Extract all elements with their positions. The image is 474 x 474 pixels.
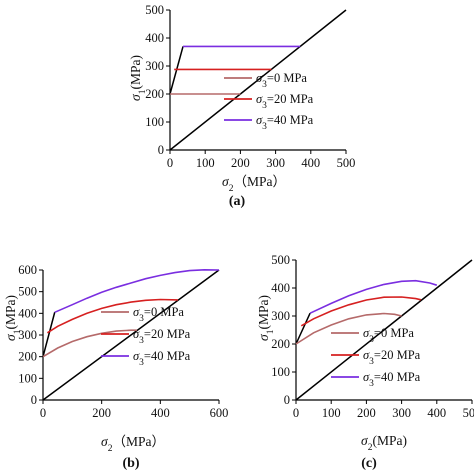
legend-label-a-2: σ3=40 MPa: [256, 113, 314, 132]
y-tick-label-b: 200: [18, 350, 37, 364]
legend-label-c-2: σ3=40 MPa: [363, 370, 421, 389]
legend-label-a-1: σ3=20 MPa: [256, 92, 314, 111]
panel-label-b: (b): [122, 456, 139, 471]
reference-line-a: [169, 9, 347, 151]
y-tick-label-c: 0: [284, 393, 290, 407]
x-axis-label-b: σ2（MPa）: [101, 434, 165, 454]
y-tick-label-b: 500: [18, 285, 37, 299]
x-tick-label-c: 100: [322, 406, 341, 420]
envelope-line-b: [42, 312, 56, 357]
x-tick-label-b: 400: [151, 406, 170, 420]
y-tick-label-c: 100: [271, 365, 290, 379]
series-line-c-1: [300, 296, 422, 327]
x-tick-label-a: 0: [167, 156, 173, 170]
panel-label-a: (a): [229, 194, 246, 209]
y-tick-label-b: 600: [18, 263, 37, 277]
y-tick-label-c: 500: [271, 253, 290, 267]
panel-label-c: (c): [361, 456, 377, 471]
y-tick-label-a: 500: [145, 3, 164, 17]
x-tick-label-c: 400: [427, 406, 446, 420]
envelope-line-c: [295, 312, 311, 345]
y-axis-label-c: σ1(MPa): [256, 295, 276, 341]
y-tick-label-c: 400: [271, 281, 290, 295]
y-tick-label-b: 0: [31, 393, 37, 407]
series-line-c-2: [309, 279, 438, 314]
x-tick-label-a: 200: [231, 156, 250, 170]
y-tick-label-a: 0: [158, 143, 164, 157]
legend-label-b-2: σ3=40 MPa: [133, 349, 191, 368]
series-line-b-1: [46, 298, 178, 334]
y-tick-label-a: 400: [145, 31, 164, 45]
series-line-b-2: [54, 268, 220, 314]
x-axis-label-a: σ2（MPa）: [222, 174, 286, 194]
x-tick-label-c: 500: [463, 406, 474, 420]
y-tick-label-b: 100: [18, 371, 37, 385]
legend-label-b-1: σ3=20 MPa: [133, 327, 191, 346]
y-tick-label-a: 300: [145, 59, 164, 73]
x-tick-label-b: 200: [92, 406, 111, 420]
x-tick-label-b: 600: [210, 406, 229, 420]
y-tick-label-b: 300: [18, 328, 37, 342]
x-tick-label-c: 0: [293, 406, 299, 420]
x-axis-label-c: σ2(MPa): [361, 433, 407, 453]
x-tick-label-a: 300: [266, 156, 285, 170]
x-tick-label-a: 100: [196, 156, 215, 170]
y-tick-label-a: 100: [145, 115, 164, 129]
y-tick-label-c: 300: [271, 309, 290, 323]
y-axis-label-b: σ1(MPa): [3, 295, 23, 341]
x-tick-label-c: 300: [392, 406, 411, 420]
reference-line-c: [295, 259, 473, 401]
y-axis-label-a: σ1(MPa): [128, 55, 148, 101]
y-tick-label-c: 200: [271, 337, 290, 351]
x-tick-label-a: 400: [301, 156, 320, 170]
y-tick-label-b: 400: [18, 306, 37, 320]
series-line-c-0: [295, 312, 402, 345]
reference-line-b: [42, 269, 220, 401]
legend-label-a-0: σ3=0 MPa: [256, 71, 307, 90]
legend-label-c-0: σ3=0 MPa: [363, 326, 414, 345]
x-tick-label-a: 500: [337, 156, 356, 170]
legend-label-b-0: σ3=0 MPa: [133, 305, 184, 324]
series-line-b-0: [42, 329, 137, 358]
x-tick-label-c: 200: [357, 406, 376, 420]
legend-label-c-1: σ3=20 MPa: [363, 348, 421, 367]
y-tick-label-a: 200: [145, 87, 164, 101]
x-tick-label-b: 0: [40, 406, 46, 420]
